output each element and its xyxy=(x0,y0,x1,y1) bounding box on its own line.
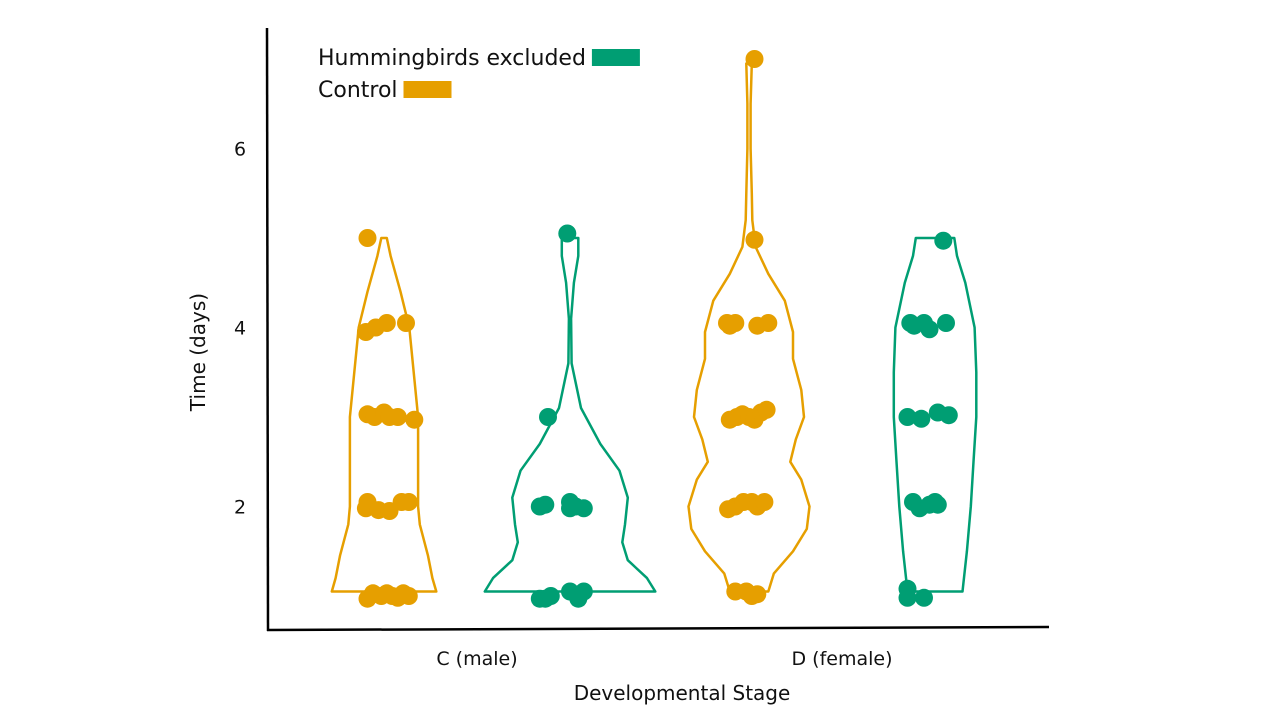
data-point xyxy=(399,493,418,511)
legend-label: Control xyxy=(318,78,398,103)
violin-excluded-d-female xyxy=(892,236,978,593)
x-tick-label: D (female) xyxy=(792,648,893,670)
data-point xyxy=(755,493,774,511)
data-point xyxy=(939,406,958,425)
data-point xyxy=(912,409,931,428)
x-axis-line xyxy=(266,625,1050,632)
legend-swatch xyxy=(591,49,640,66)
y-tick-labels: 2 4 6 xyxy=(234,139,246,519)
data-point xyxy=(574,499,593,518)
data-point xyxy=(536,495,555,514)
data-point xyxy=(920,320,939,339)
legend-swatch xyxy=(403,81,452,98)
violin-layer xyxy=(330,62,978,593)
data-point xyxy=(898,588,917,607)
data-point xyxy=(539,408,557,426)
y-axis-line xyxy=(265,27,270,632)
data-point xyxy=(745,230,764,249)
data-point xyxy=(898,408,917,426)
axes xyxy=(265,27,1050,632)
data-point xyxy=(759,314,778,332)
legend: Hummingbirds excluded Control xyxy=(318,46,640,103)
y-tick-label: 6 xyxy=(234,139,246,161)
data-point xyxy=(934,231,953,250)
y-tick-label: 2 xyxy=(234,497,246,519)
data-point xyxy=(745,50,764,68)
x-tick-label: C (male) xyxy=(436,648,517,670)
data-point xyxy=(757,400,776,419)
y-axis-title: Time (days) xyxy=(186,293,210,412)
data-point xyxy=(405,410,424,429)
violin-control-d-female xyxy=(687,62,811,593)
x-axis-title: Developmental Stage xyxy=(574,681,791,705)
data-point xyxy=(937,314,955,332)
data-point xyxy=(377,314,396,332)
data-point xyxy=(915,588,933,607)
data-point xyxy=(358,229,377,247)
violin-control-c-male xyxy=(330,236,438,593)
data-point xyxy=(726,314,745,332)
data-point xyxy=(928,495,947,514)
data-point xyxy=(558,224,577,243)
points-layer xyxy=(356,50,958,608)
data-point xyxy=(574,582,593,601)
data-point xyxy=(748,585,767,604)
legend-label: Hummingbirds excluded xyxy=(318,46,586,71)
data-point xyxy=(397,314,415,332)
data-point xyxy=(541,587,560,605)
data-point xyxy=(388,408,407,426)
x-tick-labels: C (male) D (female) xyxy=(436,648,892,670)
violin-excluded-c-male xyxy=(483,236,657,593)
data-point xyxy=(399,587,418,605)
y-tick-label: 4 xyxy=(234,318,246,340)
